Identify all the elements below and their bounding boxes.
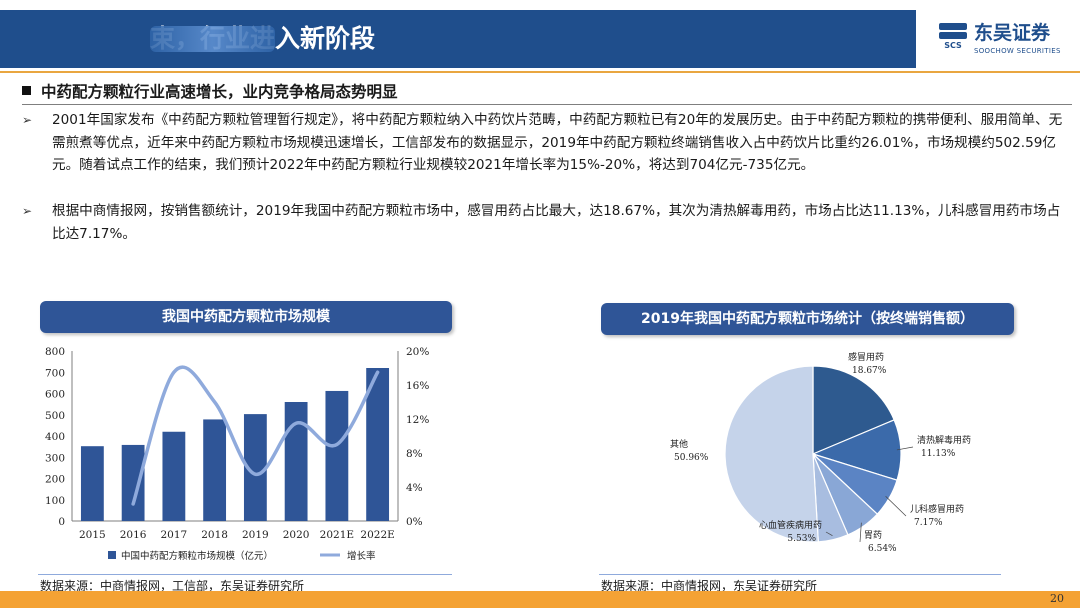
y-right-tick-label: 16% — [406, 380, 429, 392]
page-number: 20 — [1050, 592, 1064, 605]
pie-category-label: 心血管疾病用药 — [759, 519, 822, 531]
y-left-tick-label: 700 — [45, 367, 65, 379]
y-right-tick-label: 0% — [406, 516, 423, 528]
y-right-tick-label: 12% — [406, 414, 429, 426]
chart-source-note: 数据来源：中商情报网，工信部，东吴证券研究所 — [40, 579, 305, 593]
pie-category-label: 清热解毒用药 — [917, 434, 971, 446]
pie-slice — [724, 365, 819, 543]
y-left-tick-label: 400 — [45, 431, 65, 443]
x-tick-label: 2017 — [161, 529, 188, 541]
x-tick-label: 2021E — [320, 529, 354, 541]
y-right-tick-label: 8% — [406, 448, 423, 460]
bar — [162, 431, 186, 521]
leader-line — [859, 522, 862, 543]
y-left-tick-label: 100 — [45, 495, 65, 507]
bar — [284, 402, 308, 521]
legend-swatch-bar — [108, 551, 116, 559]
growth-rate-line — [131, 365, 380, 506]
market-size-chart: 0 100 200 300 400 500 600 700 800 0% 4% 8% 12% 16% 20%… — [45, 346, 429, 562]
x-tick-label: 2015 — [79, 529, 106, 541]
pie-category-label: 胃药 — [864, 530, 882, 541]
brand-mark: SCS — [944, 41, 962, 50]
brand-name-en: SOOCHOW SECURITIES — [974, 47, 1061, 55]
chart-source-note: 数据来源：中商情报网，东吴证券研究所 — [601, 579, 818, 593]
legend-label: 增长率 — [347, 550, 376, 562]
pie-value-label: 11.13% — [921, 449, 956, 459]
chart-title-market-size: 我国中药配方颗粒市场规模 — [40, 301, 452, 333]
pie-category-label: 感冒用药 — [848, 351, 884, 363]
footer-band — [0, 591, 1080, 608]
pie-value-label: 6.54% — [868, 544, 897, 554]
pie-value-label: 18.67% — [852, 366, 887, 376]
y-left-tick-label: 200 — [45, 474, 65, 486]
brand-name-cn: 东吴证券 — [974, 22, 1051, 44]
y-left-tick-label: 500 — [45, 410, 65, 422]
y-left-tick-label: 800 — [45, 346, 65, 358]
bar — [121, 444, 145, 521]
y-right-tick-label: 20% — [406, 346, 429, 358]
pie-value-label: 50.96% — [674, 453, 709, 463]
leader-line — [825, 531, 833, 537]
arrow-bullet-icon: ➢ — [22, 113, 33, 127]
source-divider — [38, 574, 452, 575]
bullet-paragraph: ➢ 根据中商情报网，按销售额统计，2019年我国中药配方颗粒市场中，感冒用药占比… — [22, 200, 1072, 245]
source-divider — [599, 574, 1001, 575]
bullet-text: 2001年国家发布《中药配方颗粒管理暂行规定》，将中药配方颗粒纳入中药饮片范畴，… — [52, 112, 1063, 173]
soochow-logo-icon: SCS — [939, 23, 967, 50]
x-tick-label: 2016 — [120, 529, 147, 541]
page-title: 束，行业进入新阶段 — [0, 10, 916, 68]
bar — [243, 414, 267, 521]
bar — [325, 390, 349, 521]
brand-logo: SCS 东吴证券 SOOCHOW SECURITIES — [930, 14, 1075, 66]
arrow-bullet-icon: ➢ — [22, 204, 33, 218]
pie-category-label: 儿科感冒用药 — [910, 503, 964, 515]
pie-slice — [812, 365, 895, 455]
square-bullet-icon — [22, 86, 31, 95]
header-accent-rule — [0, 71, 1080, 73]
leader-line — [885, 495, 907, 517]
pie-value-label: 5.53% — [787, 534, 816, 544]
chart-title-market-share: 2019年我国中药配方颗粒市场统计（按终端销售额） — [601, 303, 1014, 335]
pie-value-label: 7.17% — [914, 518, 943, 528]
leader-line — [896, 446, 914, 451]
section-divider — [22, 104, 1072, 105]
y-right-tick-label: 4% — [406, 482, 423, 494]
market-share-pie-chart: 感冒用药 18.67% 清热解毒用药 11.13% 儿科感冒用药 7.17% 胃药 6.54%… — [670, 351, 971, 554]
section-title: 中药配方颗粒行业高速增长，业内竞争格局态势明显 — [22, 80, 398, 102]
bullet-paragraph: ➢ 2001年国家发布《中药配方颗粒管理暂行规定》，将中药配方颗粒纳入中药饮片范… — [22, 109, 1072, 177]
bar — [80, 446, 104, 521]
y-left-tick-label: 600 — [45, 389, 65, 401]
x-tick-label: 2022E — [360, 529, 394, 541]
x-tick-label: 2020 — [283, 529, 310, 541]
bar — [203, 419, 227, 521]
blurred-title-fragment — [150, 26, 275, 52]
y-left-tick-label: 0 — [58, 516, 65, 528]
bullet-text: 根据中商情报网，按销售额统计，2019年我国中药配方颗粒市场中，感冒用药占比最大… — [52, 203, 1061, 242]
bar — [366, 368, 390, 521]
pie-category-label: 其他 — [670, 438, 688, 450]
x-tick-label: 2018 — [201, 529, 228, 541]
y-left-tick-label: 300 — [45, 452, 65, 464]
x-tick-label: 2019 — [242, 529, 269, 541]
legend-label: 中国中药配方颗粒市场规模（亿元） — [121, 550, 273, 562]
